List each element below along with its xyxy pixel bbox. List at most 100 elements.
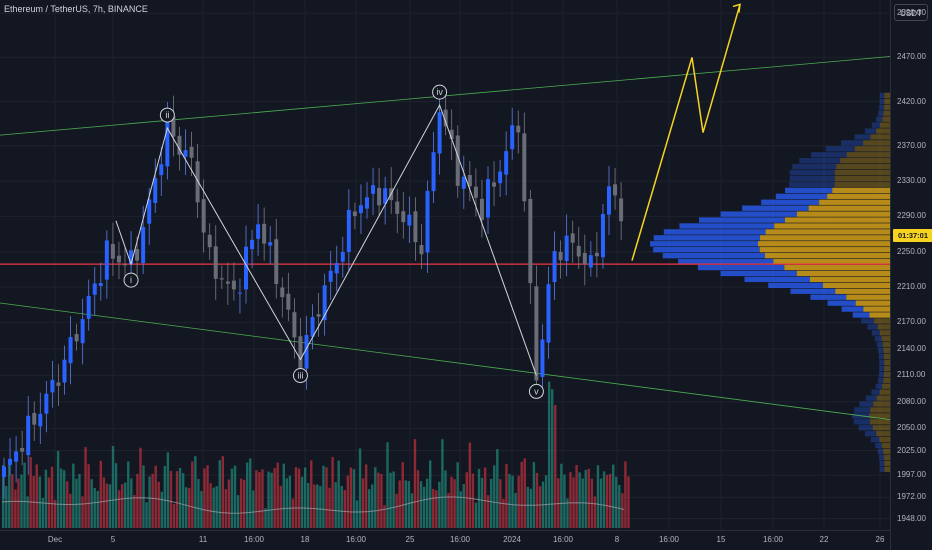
volume-bar [508,474,511,528]
volume-bar [29,457,32,528]
profile-row [870,134,890,140]
profile-row [785,187,833,194]
price-tick: 2290.00 [897,211,926,221]
volume-bar [255,470,258,528]
candle-body [449,129,454,139]
profile-row [879,371,884,378]
volume-bar [291,498,295,528]
elliott-wave-path[interactable] [115,103,537,376]
candle-body [20,448,25,452]
time-tick: 16:00 [762,535,784,544]
volume-bar [319,486,322,528]
time-tick: Dec [47,535,63,544]
price-tick: 2140.00 [897,343,926,353]
time-tick: 16:00 [552,535,574,544]
volume-bar [371,484,374,528]
volume-bar [294,467,298,528]
candle-body [250,239,255,250]
profile-row [649,241,758,247]
candle-body [461,176,466,189]
volume-bar [551,389,554,528]
volume-bar [575,464,578,528]
candle-body [600,213,605,258]
profile-row [879,98,885,105]
volume-bar [383,505,386,528]
price-tick: 2170.00 [897,317,926,327]
profile-row [796,270,890,277]
volume-bar [2,465,5,528]
volume-bar [313,484,316,528]
profile-row [789,175,835,182]
time-tick: 11 [198,535,208,544]
volume-bar [358,448,362,528]
volume-bar [602,471,606,528]
time-axis[interactable]: Dec 5 11 16:00 18 16:00 25 16:00 2024 16:00 8 16:00… [0,530,890,550]
volume-bar [471,473,475,528]
volume-bar [322,465,325,528]
wave-label-iii[interactable]: iii [292,368,308,384]
profile-row [863,140,890,146]
profile-row [879,436,890,443]
price-tick: 2025.00 [897,445,926,455]
wave-label-i[interactable]: i [123,272,139,288]
volume-bar [99,460,102,528]
profile-row [875,116,883,122]
volume-bar [374,467,377,528]
volume-bar [429,460,432,528]
candle-body [425,190,430,253]
profile-row [653,235,761,241]
profile-row [810,294,847,300]
candle-body [98,282,103,286]
symbol-title[interactable]: Ethereum / TetherUS, 7h, BINANCE [4,4,148,14]
volume-bar [160,491,163,528]
chart-area[interactable]: i ii iii iv v Ethereum / TetherUS, 7h, BINAN… [0,0,890,530]
candle-body [431,152,436,192]
candle-body [528,198,533,284]
volume-bar [593,496,597,528]
projection-path[interactable] [631,4,741,261]
volume-bar [258,472,261,528]
candle-body [558,251,563,261]
volume-bar [303,467,307,528]
profile-row [871,330,881,336]
volume-bars [2,381,630,528]
candle-body [80,319,85,344]
candle-body [443,109,448,127]
volume-bar [483,467,487,528]
lower-channel-line[interactable] [0,302,890,420]
volume-bar [72,463,75,528]
volume-bar [398,480,401,528]
volume-bar [282,463,285,528]
volume-bar [587,468,590,528]
volume-bar [261,469,264,528]
wave-label-v[interactable]: v [528,383,544,399]
candle-body [213,246,218,279]
candle-body [510,125,515,150]
candle-body [479,198,484,220]
volume-bar [407,481,411,528]
volume-bar [221,456,224,528]
candle-body [14,451,19,462]
volume-bar [8,461,11,528]
candle-body [413,211,418,243]
profile-row [846,152,890,158]
wave-label-iv[interactable]: iv [432,84,448,100]
profile-row [883,371,890,378]
profile-row [834,175,890,182]
candle-body [165,117,170,167]
price-axis[interactable]: USDT 2520.00 2470.00 2420.00 2370.00 2330.00… [890,0,932,550]
volume-bar [267,471,270,528]
volume-bar [352,469,356,528]
candle-body [171,116,176,137]
volume-bar [23,462,26,528]
volume-bar [145,502,148,528]
price-tick: 2330.00 [897,176,926,186]
profile-row [784,264,890,271]
volume-bar [252,490,255,528]
currency-badge[interactable]: USDT [894,4,928,21]
volume-bar [96,490,99,528]
wave-label-ii[interactable]: ii [159,107,175,123]
price-tick: 2470.00 [897,52,926,62]
